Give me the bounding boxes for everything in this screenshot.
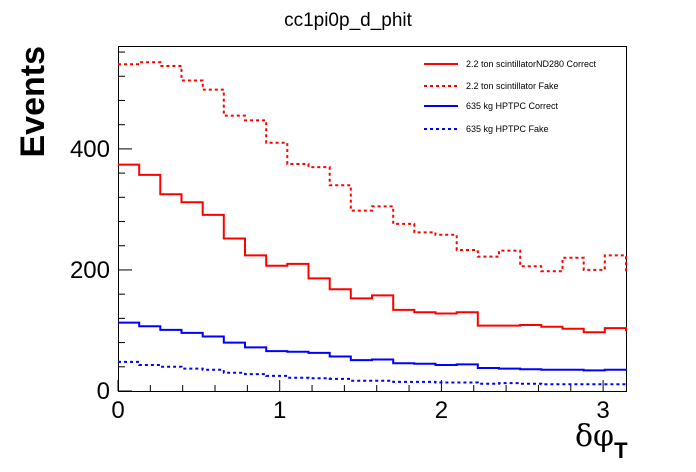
series-line-3 xyxy=(118,321,627,372)
series-line-4 xyxy=(118,360,627,386)
y-tick-label: 400 xyxy=(70,136,110,163)
y-tick-label: 0 xyxy=(97,378,110,405)
legend: 2.2 ton scintillatorND280 Correct 2.2 ton… xyxy=(424,59,597,134)
x-axis-label: δφT xyxy=(575,419,628,463)
x-axis-label-main: δφ xyxy=(575,419,614,454)
series-group xyxy=(118,61,627,386)
y-tick-label: 200 xyxy=(70,257,110,284)
series-line-1 xyxy=(118,163,627,334)
chart-title: cc1pi0p_d_phit xyxy=(284,10,413,31)
legend-label-3: 635 kg HPTPC Correct xyxy=(466,101,559,111)
legend-label-4: 635 kg HPTPC Fake xyxy=(466,124,549,134)
x-tick-label: 2 xyxy=(435,397,448,424)
legend-label-1: 2.2 ton scintillatorND280 Correct xyxy=(466,59,597,69)
series-line-2 xyxy=(118,61,627,273)
axis-ticks xyxy=(117,51,604,392)
y-axis-label: Events xyxy=(14,46,52,158)
x-tick-label: 1 xyxy=(273,397,286,424)
tick-labels: 0 1 2 3 0 200 400 xyxy=(70,136,610,424)
x-axis-label-subscript: T xyxy=(614,438,628,463)
x-tick-label: 3 xyxy=(596,397,609,424)
x-tick-label: 0 xyxy=(111,397,124,424)
legend-label-2: 2.2 ton scintillator Fake xyxy=(466,81,559,91)
plot-frame xyxy=(118,46,627,392)
